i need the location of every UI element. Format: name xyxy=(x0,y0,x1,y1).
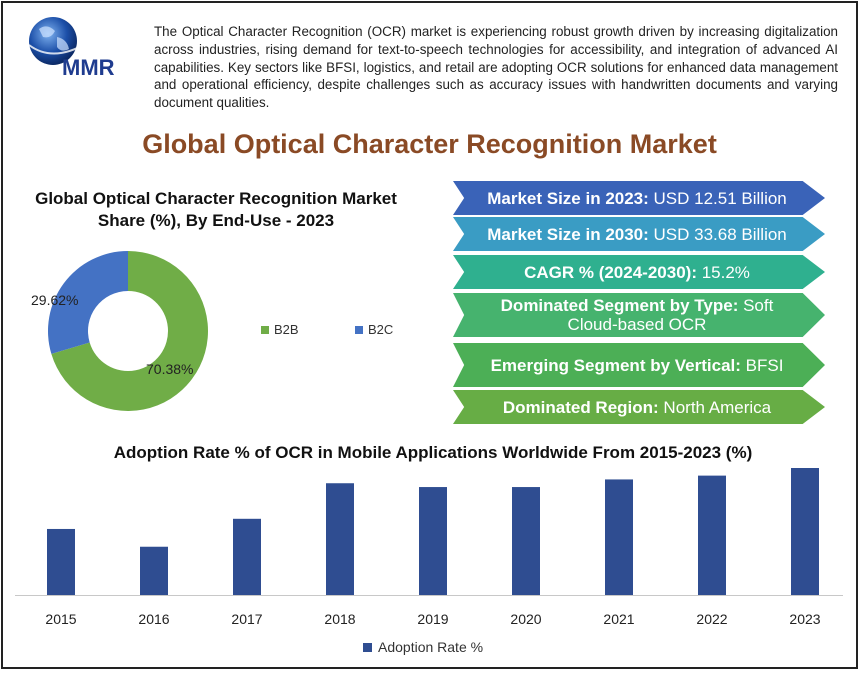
bar-legend: Adoption Rate % xyxy=(363,639,483,655)
donut-chart: 70.38% 29.62% xyxy=(31,251,208,411)
kpi-value: USD 33.68 Billion xyxy=(648,224,787,244)
bar-2017 xyxy=(233,518,261,595)
kpi-value: 15.2% xyxy=(696,262,750,282)
x-tick-label: 2018 xyxy=(324,611,355,627)
bar-2021 xyxy=(605,479,633,595)
x-tick-label: 2015 xyxy=(45,611,76,627)
kpi-banner: Market Size in 2030: USD 33.68 Billion xyxy=(453,217,825,251)
bar-2015 xyxy=(47,528,75,595)
bar-legend-label: Adoption Rate % xyxy=(378,639,484,655)
kpi-banner: CAGR % (2024-2030): 15.2% xyxy=(453,255,825,289)
intro-paragraph: The Optical Character Recognition (OCR) … xyxy=(154,24,838,111)
x-tick-label: 2019 xyxy=(417,611,448,627)
x-tick-label: 2017 xyxy=(231,611,262,627)
kpi-label: CAGR % (2024-2030): xyxy=(524,262,697,282)
donut-slice-b2c xyxy=(47,251,128,354)
logo-text: MMR xyxy=(62,55,115,80)
kpi-text: CAGR % (2024-2030): 15.2% xyxy=(524,263,750,282)
x-tick-label: 2020 xyxy=(510,611,541,627)
legend-item-b2c: B2C xyxy=(355,322,393,337)
kpi-label: Emerging Segment by Vertical: xyxy=(490,355,741,375)
kpi-text: Dominated Region: North America xyxy=(503,398,771,417)
kpi-banner: Market Size in 2023: USD 12.51 Billion xyxy=(453,181,825,215)
bar-2019 xyxy=(419,487,447,595)
bar-legend-swatch xyxy=(363,642,372,652)
x-tick-label: 2022 xyxy=(696,611,727,627)
bar-2022 xyxy=(698,475,726,595)
kpi-value: North America xyxy=(658,397,772,417)
kpi-text: Dominated Segment by Type: Soft Cloud-ba… xyxy=(477,296,797,334)
kpi-text: Market Size in 2023: USD 12.51 Billion xyxy=(487,189,787,208)
kpi-banner: Emerging Segment by Vertical: BFSI xyxy=(453,343,825,387)
legend-label: B2C xyxy=(368,322,394,337)
legend-swatch xyxy=(355,325,363,334)
kpi-label: Market Size in 2030: xyxy=(487,224,649,244)
kpi-value: USD 12.51 Billion xyxy=(648,188,787,208)
kpi-value: Soft Cloud-based OCR xyxy=(567,296,774,334)
kpi-label: Market Size in 2023: xyxy=(487,188,649,208)
legend-swatch xyxy=(261,325,269,334)
donut-data-label: 29.62% xyxy=(31,292,78,308)
bar-2020 xyxy=(512,487,540,595)
kpi-value: BFSI xyxy=(740,355,784,375)
legend-label: B2B xyxy=(274,322,299,337)
kpi-banner: Dominated Segment by Type: Soft Cloud-ba… xyxy=(453,293,825,337)
bar-2018 xyxy=(326,483,354,595)
kpi-text: Emerging Segment by Vertical: BFSI xyxy=(491,356,784,375)
kpi-label: Dominated Segment by Type: xyxy=(500,296,739,315)
mmr-logo: MMR xyxy=(28,17,115,80)
x-tick-label: 2016 xyxy=(138,611,169,627)
bar-chart: 2015 2016 2017 2018 2019 2020 2021 2022 2023 xyxy=(15,468,843,627)
pie-chart-title: Global Optical Character Recognition Mar… xyxy=(35,189,397,230)
donut-slice-b2b xyxy=(51,251,208,411)
bar-chart-title: Adoption Rate % of OCR in Mobile Applica… xyxy=(113,443,753,462)
bar-2016 xyxy=(140,546,168,595)
donut-data-label: 70.38% xyxy=(146,361,193,377)
legend-item-b2b: B2B xyxy=(261,322,299,337)
kpi-banner: Dominated Region: North America xyxy=(453,390,825,424)
page-title: Global Optical Character Recognition Mar… xyxy=(142,129,717,159)
bar-2023 xyxy=(791,468,819,595)
kpi-label: Dominated Region: xyxy=(502,397,659,417)
x-tick-label: 2023 xyxy=(789,611,820,627)
x-tick-label: 2021 xyxy=(603,611,634,627)
kpi-text: Market Size in 2030: USD 33.68 Billion xyxy=(487,225,787,244)
